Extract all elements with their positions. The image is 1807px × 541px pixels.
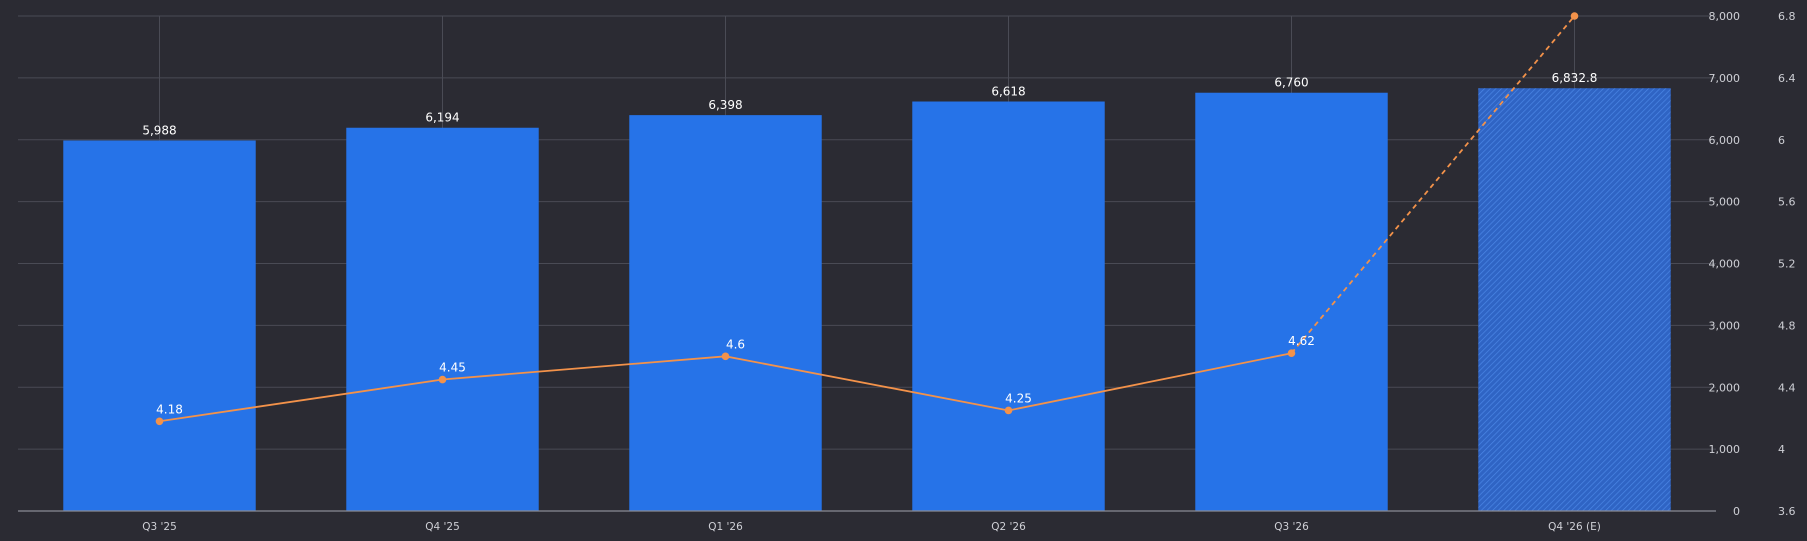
line-point — [155, 417, 164, 426]
y-left-tick-label: 4,000 — [1709, 258, 1741, 271]
y-right-tick-label: 4.4 — [1778, 381, 1796, 394]
line-point — [721, 352, 730, 361]
bar — [346, 127, 539, 511]
y-left-tick-label: 8,000 — [1709, 10, 1741, 23]
y-left-tick-label: 2,000 — [1709, 381, 1741, 394]
x-tick-label: Q1 '26 — [708, 521, 743, 533]
x-tick-label: Q3 '25 — [142, 521, 177, 533]
line-point — [1287, 349, 1296, 358]
y-right-tick-label: 6 — [1778, 134, 1785, 147]
bar-value-label: 6,760 — [1274, 76, 1308, 90]
bar — [1195, 92, 1388, 511]
y-left-tick-label: 0 — [1733, 505, 1740, 518]
bar-value-label: 5,988 — [142, 123, 176, 137]
line-value-label: 4.62 — [1288, 334, 1315, 348]
y-right-tick-label: 6.4 — [1778, 72, 1796, 85]
y-right-tick-label: 5.6 — [1778, 196, 1796, 209]
bar-value-label: 6,618 — [991, 85, 1025, 99]
line-value-label: 4.25 — [1005, 391, 1032, 405]
x-tick-label: Q4 '26 (E) — [1548, 521, 1601, 533]
x-tick-label: Q3 '26 — [1274, 521, 1309, 533]
line-value-label: 4.18 — [156, 402, 183, 416]
x-tick-label: Q4 '25 — [425, 521, 460, 533]
y-right-tick-label: 6.8 — [1778, 10, 1796, 23]
line-point — [1570, 12, 1579, 20]
line-series-estimate-segment — [1290, 15, 1576, 354]
line-point — [1004, 406, 1013, 415]
bar — [629, 115, 822, 511]
line-value-label: 4.6 — [726, 337, 745, 351]
y-right-tick-label: 4 — [1778, 443, 1785, 456]
y-left-tick-label: 3,000 — [1709, 319, 1741, 332]
bar-estimate — [1478, 88, 1671, 512]
bar-value-label: 6,832.8 — [1552, 71, 1598, 85]
x-tick-label: Q2 '26 — [991, 521, 1026, 533]
line-point — [438, 375, 447, 384]
line-value-label: 4.45 — [439, 361, 466, 375]
bar — [63, 140, 256, 511]
y-left-tick-label: 5,000 — [1709, 196, 1741, 209]
y-right-tick-label: 4.8 — [1778, 319, 1796, 332]
y-right-tick-label: 5.2 — [1778, 258, 1796, 271]
y-right-tick-label: 3.6 — [1778, 505, 1796, 518]
y-left-tick-label: 7,000 — [1709, 72, 1741, 85]
bar-value-label: 6,398 — [708, 98, 742, 112]
y-left-tick-label: 1,000 — [1709, 443, 1741, 456]
y-left-tick-label: 6,000 — [1709, 134, 1741, 147]
bar — [912, 101, 1105, 511]
bar-value-label: 6,194 — [425, 111, 459, 125]
